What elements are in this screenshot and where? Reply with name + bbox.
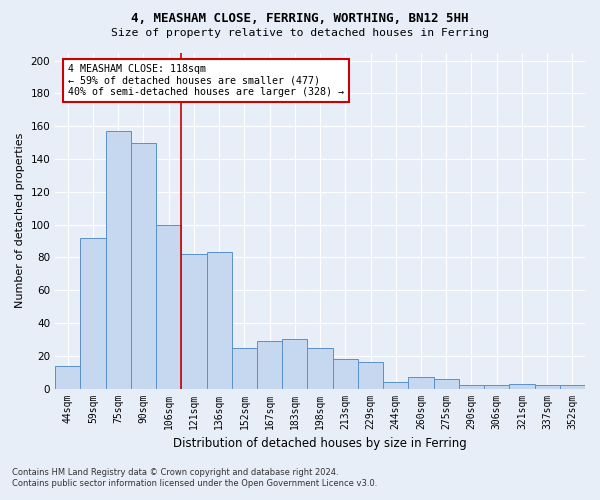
Text: 4 MEASHAM CLOSE: 118sqm
← 59% of detached houses are smaller (477)
40% of semi-d: 4 MEASHAM CLOSE: 118sqm ← 59% of detache… [68,64,344,97]
Bar [257,341,282,388]
Bar [358,362,383,388]
Bar [282,340,307,388]
Bar [80,238,106,388]
Bar [156,224,181,388]
Bar [409,377,434,388]
Bar [206,252,232,388]
Bar [55,366,80,388]
Text: 4, MEASHAM CLOSE, FERRING, WORTHING, BN12 5HH: 4, MEASHAM CLOSE, FERRING, WORTHING, BN1… [131,12,469,26]
Y-axis label: Number of detached properties: Number of detached properties [15,133,25,308]
Bar [307,348,332,389]
Bar [131,142,156,388]
Bar [332,359,358,388]
X-axis label: Distribution of detached houses by size in Ferring: Distribution of detached houses by size … [173,437,467,450]
Bar [459,386,484,388]
Bar [232,348,257,389]
Bar [484,386,509,388]
Bar [535,386,560,388]
Bar [383,382,409,388]
Bar [560,386,585,388]
Bar [434,378,459,388]
Bar [509,384,535,388]
Bar [181,254,206,388]
Bar [106,131,131,388]
Text: Contains HM Land Registry data © Crown copyright and database right 2024.
Contai: Contains HM Land Registry data © Crown c… [12,468,377,487]
Text: Size of property relative to detached houses in Ferring: Size of property relative to detached ho… [111,28,489,38]
